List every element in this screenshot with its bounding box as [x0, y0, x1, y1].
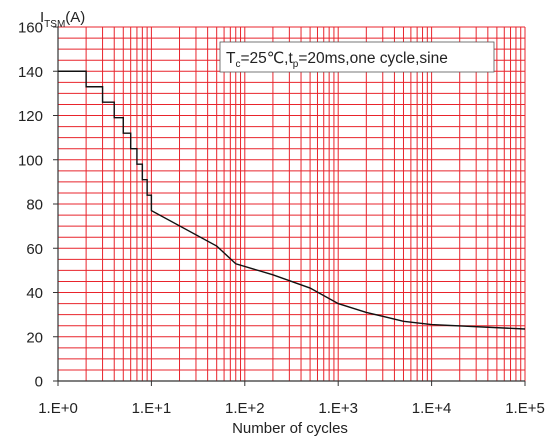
x-axis-label: Number of cycles [232, 420, 348, 437]
y-tick-label: 0 [35, 374, 43, 391]
y-tick-label: 160 [18, 20, 43, 37]
surge-current-line [58, 70, 526, 330]
annotation-text: Tc=25℃,tp=20ms,one cycle,sine [226, 50, 448, 70]
x-tick-label: 1.E+4 [412, 400, 452, 417]
x-tick-label: 1.E+5 [505, 400, 545, 417]
annotation-p-subscript: p [293, 59, 299, 70]
axes: 0 20 40 60 80 100 120 140 160 1.E+0 1.E+1 1.E+2 1.E+… [18, 20, 545, 418]
y-tick-label: 140 [18, 64, 43, 81]
y-tick-label: 100 [18, 152, 43, 169]
annotation-part1: =25℃,t [240, 50, 293, 67]
y-tick-label: 20 [26, 329, 43, 346]
y-axis-label-subscript: TSM [44, 19, 65, 30]
y-axis-label: ITSM(A) [40, 9, 85, 30]
y-axis-label-unit: (A) [65, 9, 85, 26]
y-tick-label: 80 [26, 197, 43, 214]
annotation-box [219, 41, 495, 73]
x-tick-label: 1.E+1 [132, 400, 172, 417]
annotation-c-subscript: c [235, 59, 240, 70]
annotation-part2: =20ms,one cycle,sine [298, 50, 447, 67]
x-tick-label: 1.E+3 [318, 400, 358, 417]
x-tick-label: 1.E+0 [38, 400, 78, 417]
x-tick-label: 1.E+2 [225, 400, 265, 417]
y-tick-label: 40 [26, 285, 43, 302]
y-axis-label-main: I [40, 9, 44, 26]
grid [57, 26, 526, 382]
y-tick-label: 60 [26, 241, 43, 258]
y-tick-label: 120 [18, 108, 43, 125]
annotation-t: T [226, 50, 236, 67]
